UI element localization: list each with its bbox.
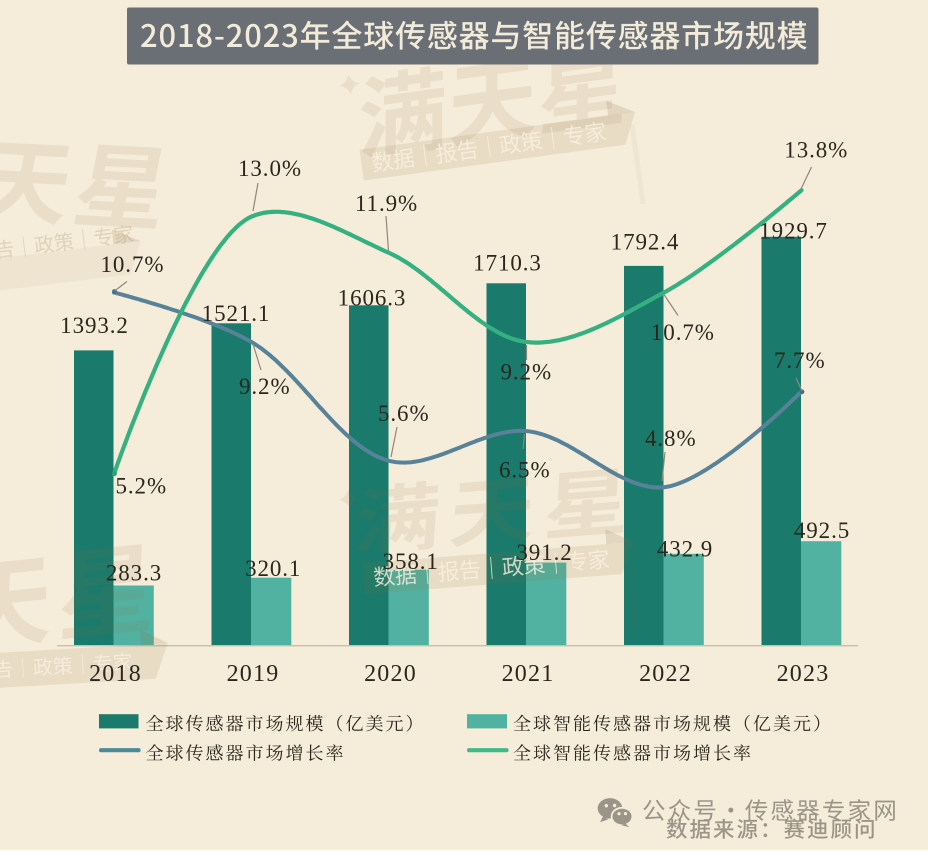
svg-text:2021: 2021 xyxy=(502,661,555,687)
svg-text:391.2: 391.2 xyxy=(516,540,572,565)
svg-text:1521.1: 1521.1 xyxy=(202,301,271,326)
svg-text:358.1: 358.1 xyxy=(383,549,439,574)
svg-text:13.8%: 13.8% xyxy=(784,138,848,163)
svg-text:10.7%: 10.7% xyxy=(101,252,165,277)
svg-text:2019: 2019 xyxy=(227,661,280,687)
svg-text:2020: 2020 xyxy=(364,661,417,687)
svg-text:7.7%: 7.7% xyxy=(774,348,826,373)
svg-text:6.5%: 6.5% xyxy=(499,458,551,483)
svg-text:1606.3: 1606.3 xyxy=(338,286,407,311)
svg-text:1393.2: 1393.2 xyxy=(60,313,129,338)
svg-text:11.9%: 11.9% xyxy=(355,191,418,216)
svg-text:2022: 2022 xyxy=(639,661,692,687)
svg-text:283.3: 283.3 xyxy=(106,561,162,586)
svg-text:2023: 2023 xyxy=(777,661,830,687)
svg-text:13.0%: 13.0% xyxy=(238,156,302,181)
svg-text:4.8%: 4.8% xyxy=(645,426,697,451)
svg-text:1929.7: 1929.7 xyxy=(759,219,828,244)
svg-text:320.1: 320.1 xyxy=(245,556,301,581)
svg-text:10.7%: 10.7% xyxy=(651,320,715,345)
svg-text:5.2%: 5.2% xyxy=(116,474,168,499)
svg-text:432.9: 432.9 xyxy=(657,537,713,562)
svg-text:1792.4: 1792.4 xyxy=(611,230,680,255)
svg-text:9.2%: 9.2% xyxy=(501,360,553,385)
svg-text:9.2%: 9.2% xyxy=(239,374,291,399)
svg-text:5.6%: 5.6% xyxy=(378,401,430,426)
svg-text:2018: 2018 xyxy=(89,661,142,687)
svg-text:492.5: 492.5 xyxy=(794,518,850,543)
svg-text:1710.3: 1710.3 xyxy=(473,251,542,276)
